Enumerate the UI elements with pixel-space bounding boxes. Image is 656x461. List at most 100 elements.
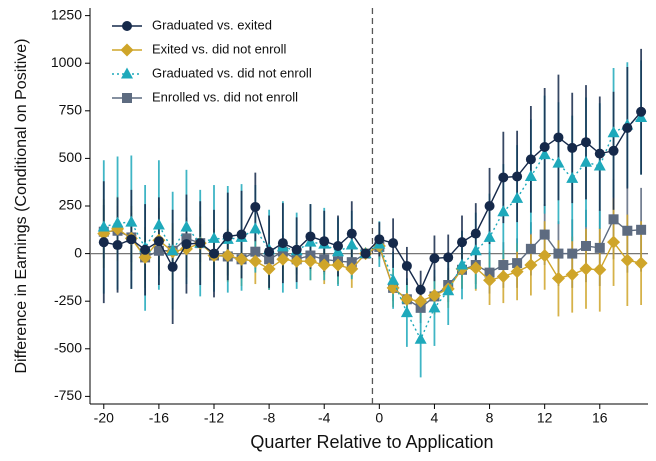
marker: [236, 229, 247, 240]
marker: [622, 122, 633, 133]
x-tick-label: 0: [375, 410, 383, 426]
marker: [98, 237, 109, 248]
marker: [415, 302, 426, 313]
marker: [209, 248, 219, 259]
marker: [427, 288, 441, 302]
marker: [580, 155, 592, 167]
marker: [235, 252, 249, 266]
x-tick-label: -8: [263, 410, 276, 426]
marker: [305, 231, 316, 242]
y-tick-label: 1000: [51, 54, 82, 70]
marker: [262, 262, 276, 276]
marker: [152, 218, 165, 230]
marker: [415, 284, 426, 295]
marker: [567, 142, 578, 153]
marker: [608, 145, 619, 156]
marker: [593, 159, 606, 171]
y-tick-label: -750: [54, 387, 82, 403]
marker: [346, 257, 357, 268]
marker: [153, 245, 164, 256]
y-tick-label: 500: [59, 149, 83, 165]
marker: [512, 171, 523, 182]
marker: [195, 238, 206, 249]
marker: [484, 201, 495, 211]
marker: [222, 231, 233, 242]
marker: [167, 261, 178, 272]
y-tick-label: -250: [54, 292, 82, 308]
legend-label: Graduated vs. exited: [152, 17, 272, 32]
marker: [153, 236, 164, 247]
marker: [374, 234, 385, 245]
marker: [525, 154, 536, 165]
marker: [387, 273, 400, 285]
marker: [125, 215, 138, 227]
marker: [470, 228, 481, 239]
marker: [221, 249, 235, 262]
x-tick-label: 4: [431, 410, 439, 426]
marker: [400, 292, 414, 306]
marker: [469, 261, 483, 275]
marker: [429, 253, 440, 264]
marker: [181, 239, 192, 250]
y-tick-label: -500: [54, 339, 82, 355]
marker: [360, 248, 371, 259]
marker: [122, 93, 132, 103]
marker: [97, 220, 110, 232]
marker: [525, 243, 536, 254]
marker: [581, 240, 591, 251]
marker: [166, 244, 179, 256]
marker: [498, 260, 509, 271]
marker: [496, 269, 510, 283]
x-tick-label: 8: [486, 410, 494, 426]
marker: [469, 244, 482, 256]
marker: [483, 230, 496, 242]
y-axis-label: Difference in Earnings (Conditional on P…: [13, 39, 30, 374]
marker: [180, 220, 193, 232]
marker: [112, 240, 123, 251]
marker: [126, 234, 137, 245]
marker: [510, 265, 524, 279]
series-line: [103, 228, 642, 302]
marker: [483, 273, 497, 287]
y-tick-label: 750: [59, 102, 83, 118]
marker: [331, 258, 345, 272]
legend-label: Exited vs. did not enroll: [152, 41, 287, 56]
marker: [636, 224, 647, 235]
marker: [317, 258, 331, 272]
marker: [264, 246, 275, 257]
marker: [456, 258, 468, 270]
marker: [319, 236, 330, 247]
marker: [303, 254, 317, 268]
marker: [414, 332, 427, 344]
marker: [594, 148, 605, 159]
marker: [208, 231, 220, 243]
marker: [138, 250, 152, 264]
marker: [111, 216, 124, 228]
marker: [636, 106, 647, 117]
marker: [333, 240, 343, 251]
marker: [120, 43, 134, 57]
marker: [250, 246, 261, 257]
marker: [414, 294, 428, 308]
marker: [388, 238, 399, 249]
marker: [553, 248, 564, 259]
marker: [181, 233, 192, 244]
marker: [620, 253, 634, 267]
marker: [401, 260, 412, 271]
x-tick-label: -4: [318, 410, 331, 426]
marker: [539, 141, 550, 152]
marker: [345, 238, 358, 250]
marker: [538, 148, 551, 160]
y-tick-label: 250: [59, 197, 83, 213]
series-line: [103, 111, 642, 292]
legend-label: Graduated vs. did not enroll: [152, 65, 312, 80]
marker: [607, 235, 621, 249]
marker: [248, 254, 262, 268]
marker: [524, 169, 537, 181]
marker: [567, 248, 578, 259]
marker: [551, 271, 565, 285]
marker: [552, 156, 565, 168]
marker: [400, 306, 413, 318]
marker: [140, 244, 151, 255]
